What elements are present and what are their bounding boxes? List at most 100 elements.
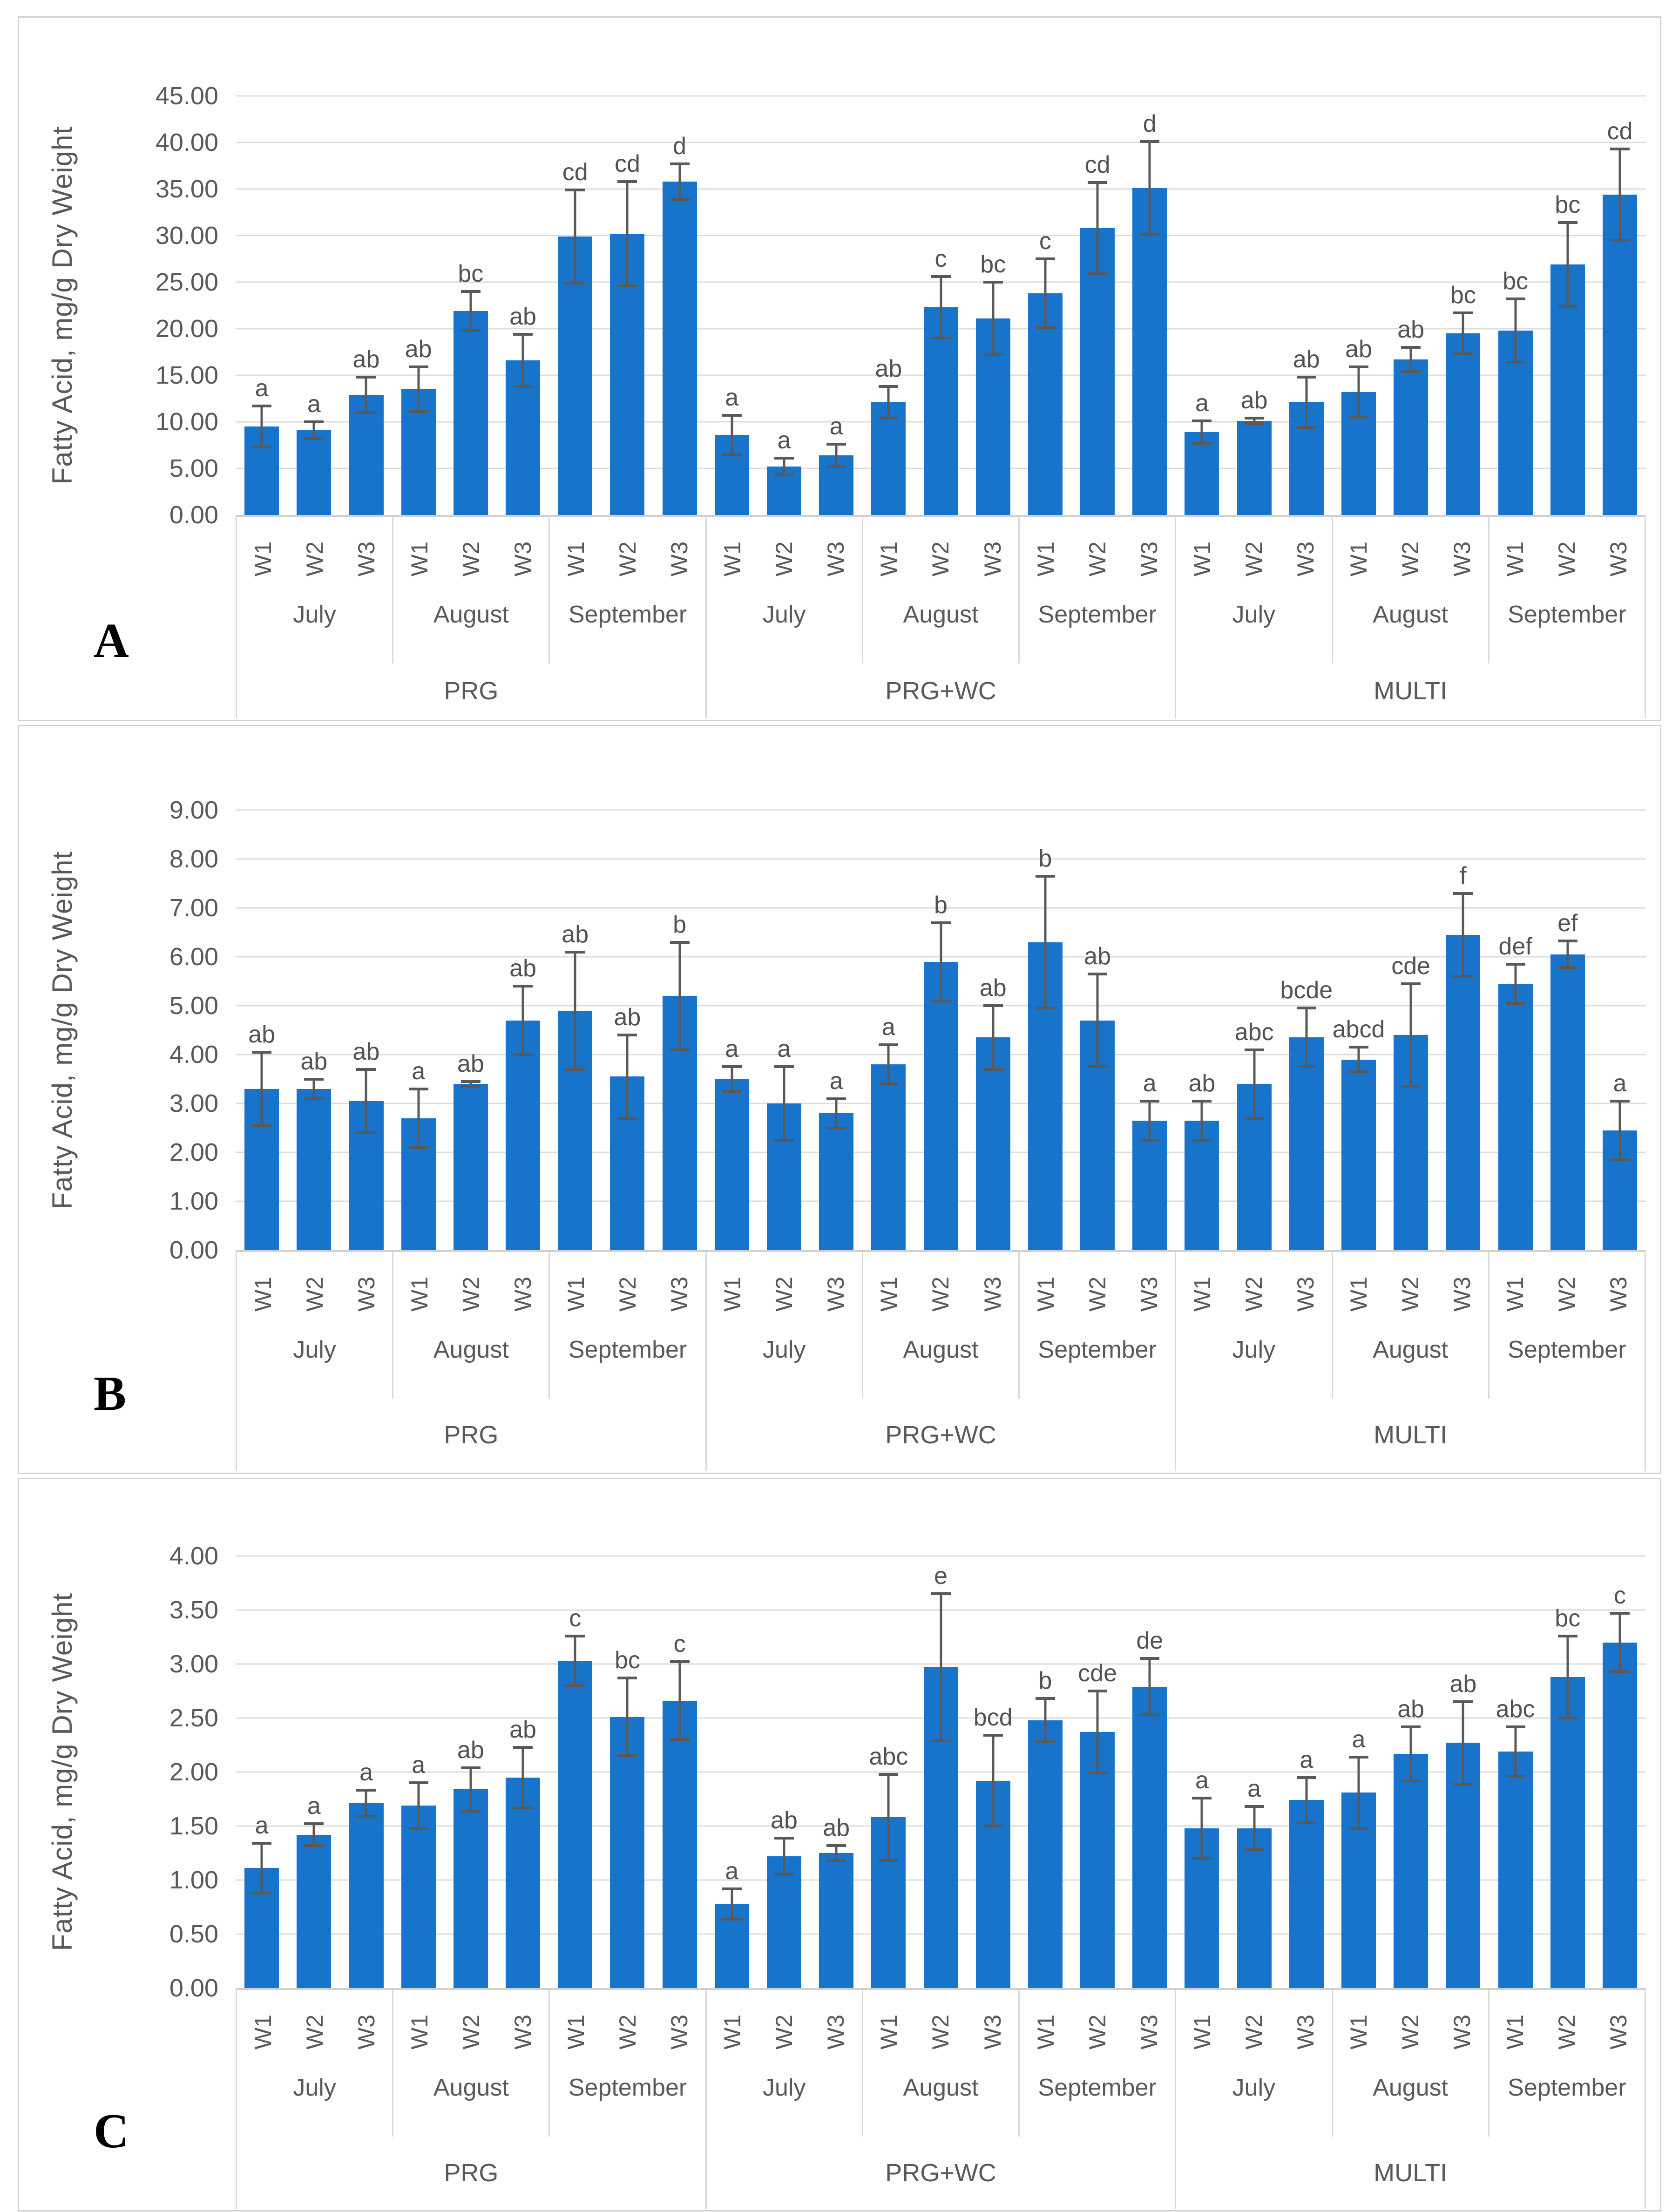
error-bar-line [678, 164, 681, 199]
error-bar-cap-top [1401, 1725, 1421, 1728]
error-bar-cap-top [1557, 940, 1577, 943]
significance-letter: b [934, 891, 948, 919]
month-column: W1 W2 W3 September [1020, 1990, 1177, 2137]
error-bar-line [887, 1774, 890, 1861]
week-label: W3 [353, 2014, 379, 2050]
significance-letter: ab [771, 1806, 798, 1834]
bar-slot: cde [1385, 810, 1437, 1250]
week-cell: W1 [863, 1990, 915, 2074]
error-bar-cap-top [1192, 1796, 1212, 1799]
error-bar-line [260, 1843, 263, 1893]
error-bar-cap-top [1349, 365, 1368, 368]
y-axis-title-text: Fatty Acid, mg/g Dry Weight [46, 1593, 78, 1951]
bar-slot: a [810, 96, 862, 515]
week-label: W1 [1032, 1276, 1059, 1312]
error-bar [1035, 874, 1055, 1010]
bar-slot: ab [445, 810, 497, 1250]
error-bar [1244, 1805, 1264, 1852]
error-bar-line [1253, 1806, 1256, 1850]
bar-slot: a [758, 96, 810, 515]
error-bar-cap-bottom [252, 1124, 272, 1127]
treatment-label: MULTI [1374, 1421, 1448, 1449]
error-bar [513, 985, 533, 1056]
error-bar-cap-bottom [1088, 1065, 1108, 1069]
week-cells: W1 W2 W3 [1176, 517, 1331, 601]
week-cell: W1 [1020, 1252, 1071, 1336]
bar-slot: a [288, 96, 340, 515]
week-label: W1 [876, 2014, 902, 2050]
error-bar-cap-bottom [1192, 442, 1212, 445]
week-cell: W2 [915, 1990, 967, 2074]
error-bar-line [1409, 983, 1412, 1087]
error-bar-line [469, 291, 472, 331]
error-bar [826, 1097, 846, 1130]
error-bar-line [312, 1824, 315, 1846]
error-bar-cap-bottom [1557, 966, 1577, 969]
error-bar [670, 1660, 690, 1741]
error-bar-cap-bottom [513, 1053, 533, 1056]
error-bar [1505, 962, 1525, 1005]
month-column: W1 W2 W3 September [1020, 1252, 1177, 1399]
error-bar-cap-bottom [1610, 239, 1630, 242]
bar-slot: cde [1071, 1556, 1124, 1988]
error-bar-cap-bottom [1244, 1848, 1264, 1852]
month-label: August [1373, 2074, 1449, 2101]
error-bar [1610, 148, 1630, 242]
error-bar-cap-top [460, 1766, 481, 1769]
treatment-label: PRG+WC [707, 2137, 1177, 2209]
bar-slot: abc [1228, 810, 1280, 1250]
month-column: W1 W2 W3 July [1176, 1252, 1333, 1399]
treatment-label: PRG+WC [707, 1399, 1177, 1471]
error-bar-cap-top [565, 950, 585, 954]
significance-letter: cd [1607, 118, 1633, 145]
week-label: W2 [301, 2014, 328, 2050]
week-label: W1 [1502, 2014, 1529, 2050]
error-bar [1192, 1099, 1212, 1142]
significance-letter: ab [509, 1716, 536, 1743]
week-cells: W1 W2 W3 [1489, 517, 1645, 601]
significance-letter: cd [1084, 151, 1110, 178]
plot-region: ab ab ab a ab ab ab ab b a a a a b ab b ab a ab abc bcde abcd… [236, 809, 1646, 1471]
error-bar-cap-top [304, 420, 324, 423]
error-bar [826, 443, 846, 468]
error-bar-cap-bottom [304, 437, 324, 440]
bar-slot: a [1124, 810, 1176, 1250]
error-bar-cap-bottom [670, 1738, 690, 1741]
bar-slot: a [236, 96, 288, 515]
week-cells: W1 W2 W3 [1176, 1252, 1331, 1336]
bars: ab ab ab a ab ab ab ab b a a a a b ab b ab a ab abc bcde abcd… [236, 810, 1646, 1250]
error-bar [931, 1592, 951, 1742]
bar-slot: abc [862, 1556, 914, 1988]
error-bar-line [1566, 1636, 1569, 1718]
y-tick-label: 2.00 [169, 1758, 218, 1786]
error-bar-cap-top [408, 1781, 428, 1785]
error-bar [983, 1734, 1003, 1827]
error-bar-line [417, 1783, 420, 1828]
bar-slot: def [1489, 810, 1541, 1250]
y-tick-label: 10.00 [155, 408, 218, 436]
significance-letter: bc [614, 1647, 640, 1674]
bar-prg-wc-july-w2 [766, 1856, 801, 1988]
error-bar-line [992, 1735, 995, 1826]
error-bar-cap-top [304, 1077, 324, 1081]
plot-area: a a ab ab bc ab cd cd d a a a ab c bc c cd d a ab ab ab ab bc bc… [236, 95, 1646, 515]
panel-B: Fatty Acid, mg/g Dry Weight 9.00 8.00 7.00… [18, 725, 1661, 1474]
week-cell: W2 [1071, 517, 1123, 601]
bar-multi-july-w3 [1289, 1800, 1324, 1988]
error-bar-line [1305, 1777, 1308, 1823]
y-tick-label: 3.00 [169, 1650, 218, 1678]
month-label: July [293, 2074, 336, 2101]
error-bar [1296, 376, 1316, 429]
month-column: W1 W2 W3 July [707, 1990, 863, 2137]
significance-letter: a [1300, 1746, 1313, 1773]
error-bar-cap-top [931, 275, 951, 278]
error-bar-line [1148, 142, 1151, 235]
week-label: W1 [876, 1276, 902, 1312]
significance-letter: a [829, 413, 843, 440]
error-bar-line [1618, 1101, 1621, 1160]
month-column: W1 W2 W3 August [863, 1990, 1020, 2137]
bar-prg-august-w2 [453, 311, 488, 515]
error-bar-cap-bottom [1140, 233, 1160, 237]
week-cell: W3 [497, 517, 548, 601]
bar-prg-wc-september-w1 [1028, 1720, 1063, 1988]
